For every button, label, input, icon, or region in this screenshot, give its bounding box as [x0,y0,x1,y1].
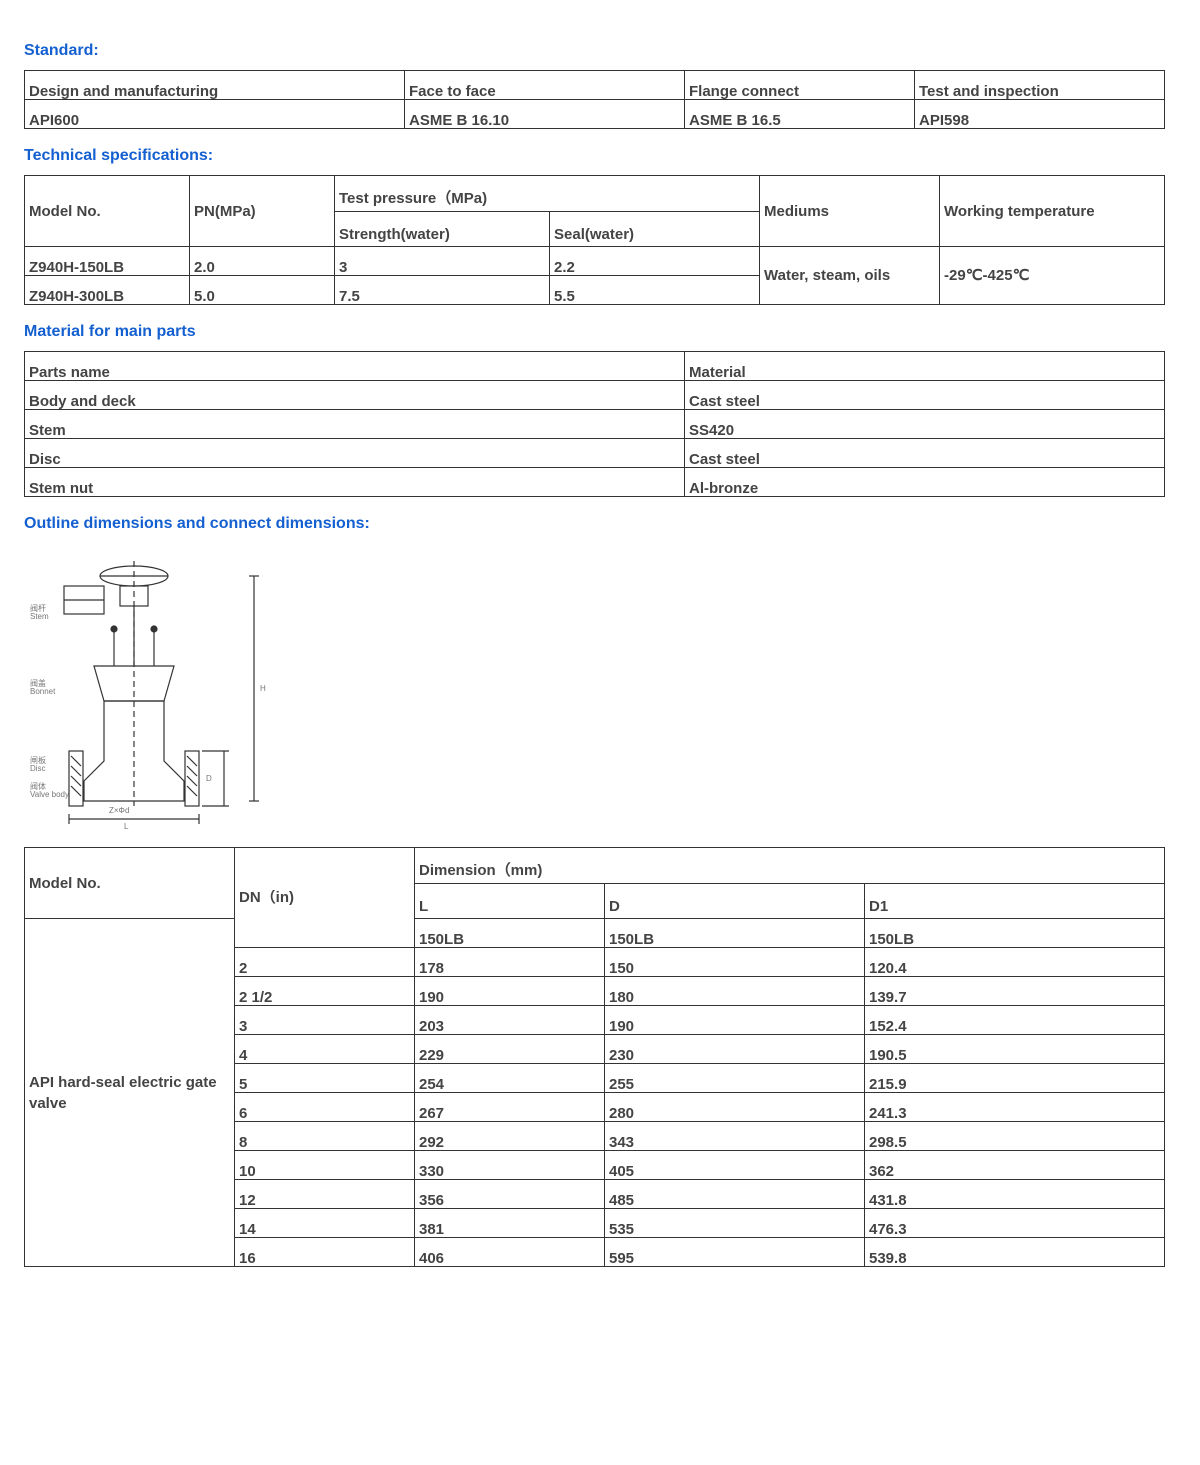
mat-r1c1: SS420 [685,411,1164,438]
table-row: 6 [235,1094,414,1121]
section-title-standard: Standard: [24,42,1176,60]
tech-r0-seal: 2.2 [550,248,759,275]
std-col-1: Face to face [405,72,684,99]
table-row: 2 [235,949,414,976]
std-val-1: ASME B 16.10 [405,101,684,128]
dimensions-table: Model No. DN（in) Dimension（mm) L D D1 AP… [24,847,1165,1267]
dim-sub-2: 150LB [865,920,1164,947]
tech-head-model: Model No. [25,204,189,219]
dim-head-dn: DN（in) [235,890,414,905]
svg-text:Bonnet: Bonnet [30,687,56,696]
mat-h0: Parts name [25,353,684,380]
tech-head-wt: Working temperature [940,204,1164,219]
tech-table: Model No. PN(MPa) Test pressure（MPa) Med… [24,175,1165,305]
standard-table: Design and manufacturing Face to face Fl… [24,70,1165,129]
dim-head-dimension: Dimension（mm) [415,853,1164,878]
tech-mediums: Water, steam, oils [760,268,939,283]
dim-head-D: D [605,887,864,914]
svg-text:Stem: Stem [30,612,49,621]
dim-sub-0: 150LB [415,920,604,947]
std-col-0: Design and manufacturing [25,72,404,99]
table-row: 16 [235,1239,414,1266]
tech-head-pn: PN(MPa) [190,204,334,219]
mat-r3c1: Al-bronze [685,469,1164,496]
diagram-marker-zd: Z×Φd [109,806,129,815]
dim-head-model: Model No. [25,876,234,891]
tech-head-strength: Strength(water) [335,215,549,242]
table-row: 10 [235,1152,414,1179]
mat-h1: Material [685,353,1164,380]
tech-r1-str: 7.5 [335,277,549,304]
std-col-2: Flange connect [685,72,914,99]
tech-r1-pn: 5.0 [190,277,334,304]
dim-head-L: L [415,887,604,914]
dim-model-label: API hard-seal electric gate valve [25,1072,234,1114]
dim-head-D1: D1 [865,887,1164,914]
mat-r2c1: Cast steel [685,440,1164,467]
tech-r0-model: Z940H-150LB [25,248,189,275]
mat-r2c0: Disc [25,440,684,467]
table-row: 12 [235,1181,414,1208]
section-title-tech: Technical specifications: [24,147,1176,165]
std-val-0: API600 [25,101,404,128]
section-title-outline: Outline dimensions and connect dimension… [24,515,1176,533]
table-row: 14 [235,1210,414,1237]
tech-r1-seal: 5.5 [550,277,759,304]
tech-r0-pn: 2.0 [190,248,334,275]
tech-head-tp: Test pressure（MPa) [335,181,759,206]
section-title-material: Material for main parts [24,323,1176,341]
std-col-3: Test and inspection [915,72,1164,99]
valve-diagram: 阀杆 Stem 阀盖 Bonnet 闸板 Disc 阀体 Valve body … [24,551,284,831]
diagram-marker-L: L [124,822,129,831]
tech-head-seal: Seal(water) [550,215,759,242]
table-row: 8 [235,1123,414,1150]
mat-r1c0: Stem [25,411,684,438]
diagram-marker-H: H [260,684,266,693]
tech-r0-str: 3 [335,248,549,275]
tech-r1-model: Z940H-300LB [25,277,189,304]
svg-text:Valve body: Valve body [30,790,69,799]
table-row: 5 [235,1065,414,1092]
dim-sub-1: 150LB [605,920,864,947]
mat-r0c1: Cast steel [685,382,1164,409]
tech-wt: -29℃-425℃ [940,268,1164,283]
mat-r0c0: Body and deck [25,382,684,409]
mat-r3c0: Stem nut [25,469,684,496]
material-table: Parts name Material Body and deckCast st… [24,351,1165,497]
tech-head-mediums: Mediums [760,204,939,219]
table-row: 3 [235,1007,414,1034]
std-val-3: API598 [915,101,1164,128]
table-row: 4 [235,1036,414,1063]
svg-text:Disc: Disc [30,764,46,773]
table-row: 2 1/2 [235,978,414,1005]
diagram-marker-D: D [206,774,212,783]
std-val-2: ASME B 16.5 [685,101,914,128]
